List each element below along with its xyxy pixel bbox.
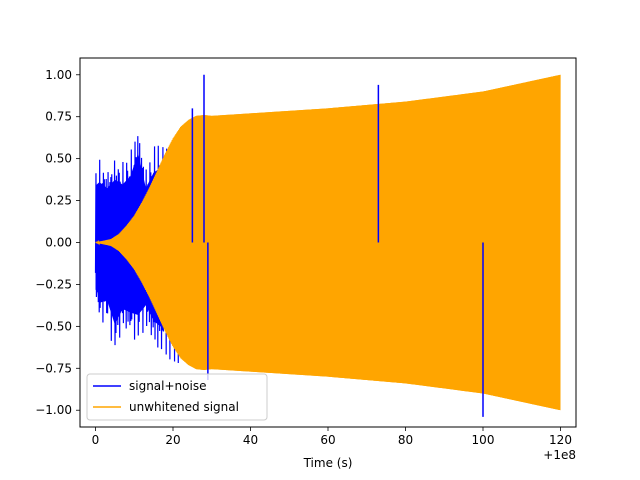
x-tick-label: 60 <box>320 433 335 447</box>
x-tick-label: 80 <box>398 433 413 447</box>
y-tick-label: 0.25 <box>45 194 72 208</box>
y-tick-label: 0.00 <box>45 236 72 250</box>
series-unwhitened-signal <box>95 74 561 411</box>
x-tick-label: 20 <box>165 433 180 447</box>
series-line <box>95 74 561 411</box>
legend: signal+noise unwhitened signal <box>86 373 268 421</box>
x-tick-label: 0 <box>92 433 100 447</box>
x-axis-ticks: 0 20 40 60 80 100 120 <box>92 427 572 447</box>
legend-label: unwhitened signal <box>129 400 239 414</box>
y-tick-label: 0.75 <box>45 110 72 124</box>
y-axis-ticks: 1.00 0.75 0.50 0.25 0.00 −0.25 −0.50 −0.75 −1.00 <box>35 68 80 417</box>
x-tick-label: 120 <box>549 433 572 447</box>
legend-box <box>86 373 268 421</box>
legend-label: signal+noise <box>129 379 206 393</box>
y-tick-label: −0.75 <box>35 361 72 375</box>
y-tick-label: 0.50 <box>45 152 72 166</box>
x-axis-offset-label: +1e8 <box>543 448 576 462</box>
y-tick-label: −1.00 <box>35 403 72 417</box>
x-axis-label: Time (s) <box>303 456 353 470</box>
x-tick-label: 40 <box>243 433 258 447</box>
y-tick-label: 1.00 <box>45 68 72 82</box>
y-tick-label: −0.25 <box>35 277 72 291</box>
x-tick-label: 100 <box>472 433 495 447</box>
plot-layer <box>94 74 561 417</box>
y-tick-label: −0.50 <box>35 319 72 333</box>
